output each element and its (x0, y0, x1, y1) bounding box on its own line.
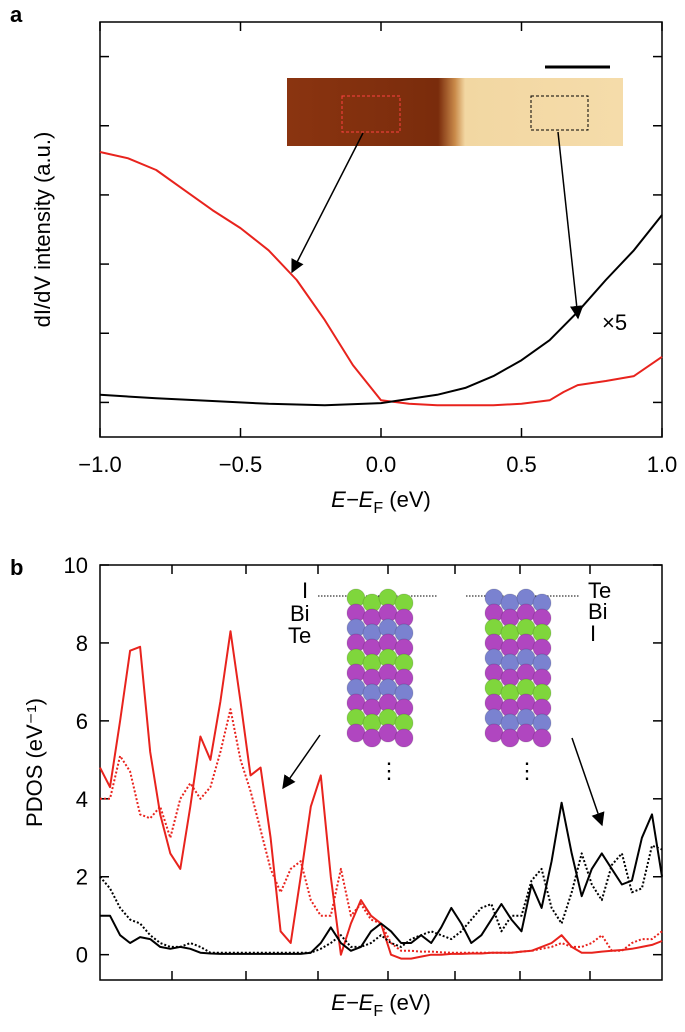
atom-label: Te (588, 578, 611, 603)
y-tick-label: 6 (76, 709, 88, 734)
x-tick-label: 0.5 (506, 452, 537, 477)
x-axis-title-part: F (373, 500, 383, 517)
x-tick-label: 1.0 (647, 452, 678, 477)
panel-label: b (10, 555, 23, 580)
panel-label: a (10, 2, 23, 27)
black-region (530, 95, 589, 131)
atom-label: Bi (290, 601, 310, 626)
data-line (99, 844, 663, 954)
arrow (282, 734, 321, 790)
annotation: ×5 (602, 310, 627, 335)
atom (500, 728, 520, 748)
x-axis-title-part: (eV) (383, 487, 431, 512)
y-tick-label: 8 (76, 631, 88, 656)
x-axis-title-part: E−E (331, 990, 374, 1015)
x-axis-title: E−EF (eV) (331, 487, 431, 517)
x-axis-title-part: F (373, 1003, 383, 1020)
atom (346, 723, 366, 743)
atom-label: Bi (588, 599, 608, 624)
atom (484, 723, 504, 743)
x-axis-title: E−EF (eV) (331, 990, 431, 1020)
atom-label: I (590, 621, 596, 646)
x-tick-label: −0.5 (219, 452, 262, 477)
atom (378, 723, 398, 743)
data-line (99, 214, 663, 407)
crystal-structures: ⋮ ⋮ (346, 588, 552, 783)
y-tick-label: 10 (64, 553, 88, 578)
x-tick-label: 0.0 (366, 452, 397, 477)
data-line (100, 708, 663, 954)
y-tick-label: 0 (76, 943, 88, 968)
x-tick-label: −1.0 (78, 452, 121, 477)
data-line (100, 801, 663, 955)
atom-label: Te (288, 623, 311, 648)
stm-inset (287, 65, 623, 320)
arrow (291, 132, 364, 274)
y-axis-title: dI/dV intensity (a.u.) (30, 132, 55, 328)
y-tick-label: 4 (76, 787, 88, 812)
plot-frame (99, 564, 663, 981)
red-region (341, 95, 401, 133)
data-line (99, 151, 663, 407)
atom (532, 728, 552, 748)
atom (516, 723, 536, 743)
y-tick-label: 2 (76, 865, 88, 890)
ellipsis: ⋮ (516, 758, 538, 783)
atom (362, 728, 382, 748)
atom-label: I (302, 578, 308, 603)
panel-b-arrows (282, 595, 605, 827)
plot-layer: a−1.0 −0.5 0.0 0.5 1.0E−EF (eV)dI/dV intensi… (10, 2, 677, 1020)
x-axis-title-part: (eV) (383, 990, 431, 1015)
arrow (557, 131, 584, 320)
atom (394, 728, 414, 748)
arrow (571, 737, 605, 827)
ellipsis: ⋮ (378, 758, 400, 783)
x-axis-title-part: E−E (331, 487, 374, 512)
stm-image (287, 78, 623, 146)
y-axis-title: PDOS (eV⁻¹) (22, 698, 47, 827)
